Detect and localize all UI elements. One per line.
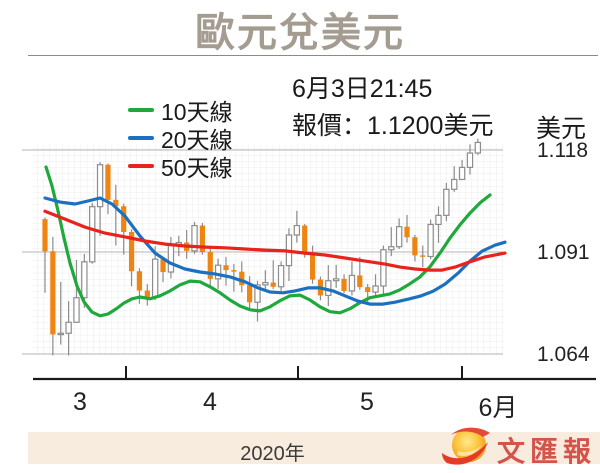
y-tick-label: 1.091	[537, 241, 590, 264]
quote-price: 報價：1.1200美元	[292, 112, 494, 140]
legend-item-ma50: 50天線	[128, 152, 233, 181]
title-divider	[28, 55, 598, 56]
wenweipo-logo-text: 文匯報	[497, 437, 597, 468]
y-tick-label: 1.118	[537, 139, 588, 162]
footer-band	[28, 432, 600, 464]
y-axis-unit-label: 美元	[536, 115, 587, 143]
legend-item-ma20: 20天線	[128, 124, 233, 153]
legend-item-ma10: 10天線	[128, 96, 233, 125]
wenweipo-logo-icon	[442, 427, 490, 465]
x-tick-label-june: 6月	[478, 394, 518, 422]
x-tick-label-may: 5	[360, 388, 374, 416]
ma10-line-swatch	[128, 108, 154, 112]
x-tick-label-april: 4	[203, 388, 217, 416]
legend-label: 20天線	[161, 127, 233, 153]
x-tick-label-march: 3	[73, 388, 87, 416]
page-title: 歐元兌美元	[195, 11, 405, 55]
ma20-line-swatch	[128, 136, 154, 140]
y-tick-label: 1.064	[537, 343, 590, 366]
legend-label: 50天線	[161, 155, 233, 181]
footer-year-label: 2020年	[240, 443, 305, 465]
legend: 10天線 20天線 50天線	[128, 96, 233, 181]
legend-label: 10天線	[161, 99, 233, 125]
quote-info: 6月3日21:45 報價：1.1200美元	[292, 71, 493, 145]
quote-datetime: 6月3日21:45	[292, 75, 433, 103]
ma50-line-swatch	[128, 164, 154, 168]
